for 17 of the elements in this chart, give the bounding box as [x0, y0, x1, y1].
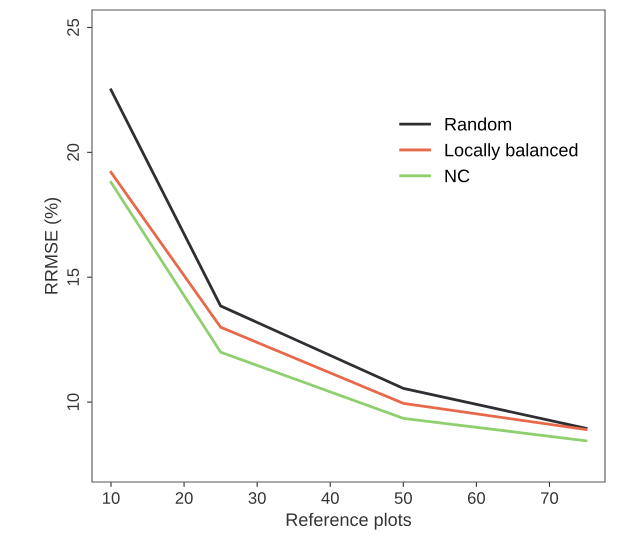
- x-tick-label: 30: [248, 492, 266, 504]
- x-tick-label: 50: [394, 492, 412, 504]
- legend-label: NC: [445, 170, 470, 182]
- y-tick-label: 10: [67, 393, 79, 410]
- x-tick-label: 70: [541, 492, 558, 504]
- x-tick-label: 40: [321, 492, 339, 504]
- x-tick-label: 10: [103, 492, 120, 504]
- y-tick-label: 15: [67, 268, 79, 286]
- x-tick-label: 20: [176, 492, 193, 504]
- y-tick-label: 25: [67, 18, 79, 36]
- legend-label: Random: [445, 117, 512, 131]
- y-axis-title: RRMSE (%): [44, 198, 62, 294]
- x-axis-title: Reference plots: [286, 512, 412, 530]
- x-tick-label: 60: [468, 492, 486, 504]
- legend-label: Locally balanced: [445, 143, 578, 160]
- line-series: [110, 88, 588, 430]
- y-tick-label: 20: [67, 144, 79, 161]
